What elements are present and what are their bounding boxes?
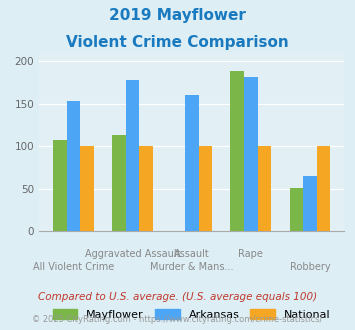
Text: Robbery: Robbery [290, 262, 331, 272]
Text: Assault: Assault [174, 249, 209, 259]
Text: 2019 Mayflower: 2019 Mayflower [109, 8, 246, 23]
Bar [185, 95, 198, 231]
Bar [112, 135, 126, 231]
Bar [303, 176, 317, 231]
Bar [198, 146, 212, 231]
Text: Violent Crime Comparison: Violent Crime Comparison [66, 35, 289, 50]
Bar [317, 146, 331, 231]
Text: © 2025 CityRating.com - https://www.cityrating.com/crime-statistics/: © 2025 CityRating.com - https://www.city… [32, 315, 323, 324]
Bar [66, 101, 80, 231]
Bar [80, 146, 94, 231]
Bar [244, 78, 258, 231]
Bar [258, 146, 271, 231]
Bar [53, 140, 66, 231]
Bar [139, 146, 153, 231]
Text: Murder & Mans...: Murder & Mans... [150, 262, 234, 272]
Legend: Mayflower, Arkansas, National: Mayflower, Arkansas, National [49, 304, 335, 324]
Bar [290, 188, 303, 231]
Text: Compared to U.S. average. (U.S. average equals 100): Compared to U.S. average. (U.S. average … [38, 292, 317, 302]
Bar [126, 80, 139, 231]
Text: Aggravated Assault: Aggravated Assault [85, 249, 180, 259]
Bar [230, 72, 244, 231]
Text: All Violent Crime: All Violent Crime [33, 262, 114, 272]
Text: Rape: Rape [239, 249, 263, 259]
